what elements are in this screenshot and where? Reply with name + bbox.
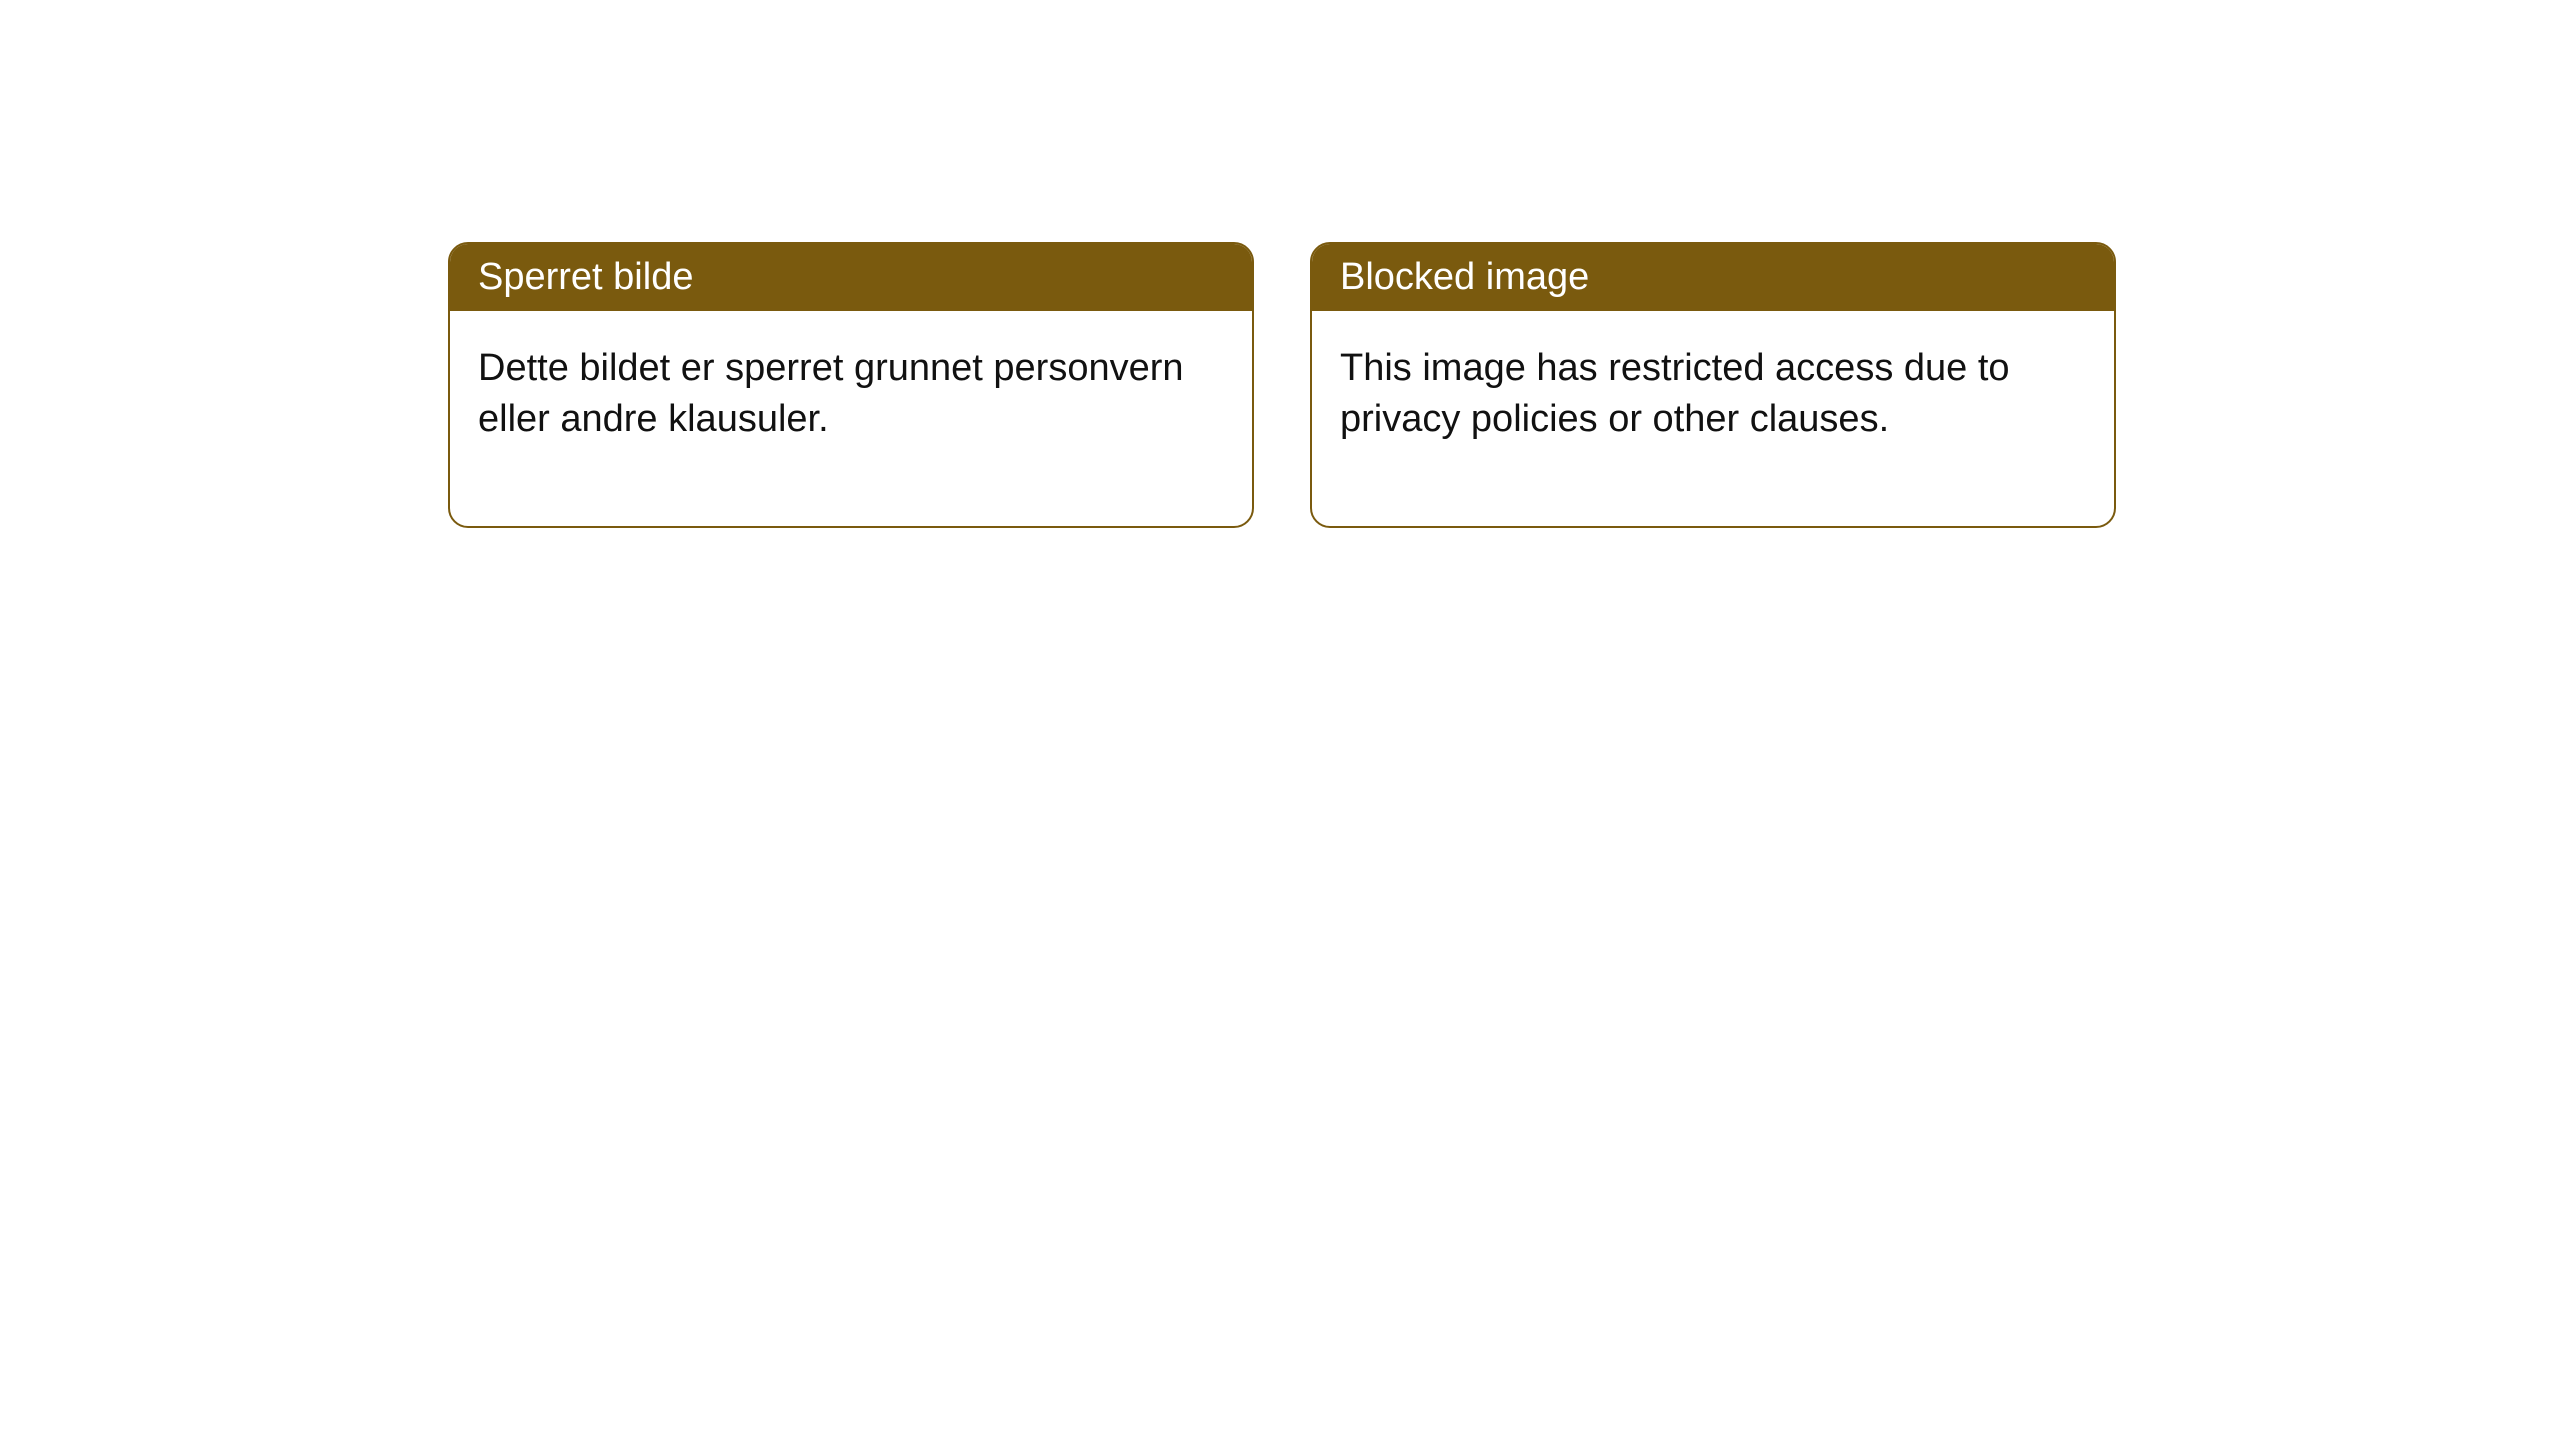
card-title: Blocked image xyxy=(1340,256,1589,298)
card-header: Sperret bilde xyxy=(450,244,1252,311)
notice-cards-container: Sperret bilde Dette bildet er sperret gr… xyxy=(448,242,2116,528)
notice-card-norwegian: Sperret bilde Dette bildet er sperret gr… xyxy=(448,242,1254,528)
card-body-text: Dette bildet er sperret grunnet personve… xyxy=(478,347,1184,440)
notice-card-english: Blocked image This image has restricted … xyxy=(1310,242,2116,528)
card-body-text: This image has restricted access due to … xyxy=(1340,347,2010,440)
card-title: Sperret bilde xyxy=(478,256,693,298)
card-body: This image has restricted access due to … xyxy=(1312,311,2114,526)
card-body: Dette bildet er sperret grunnet personve… xyxy=(450,311,1252,526)
card-header: Blocked image xyxy=(1312,244,2114,311)
